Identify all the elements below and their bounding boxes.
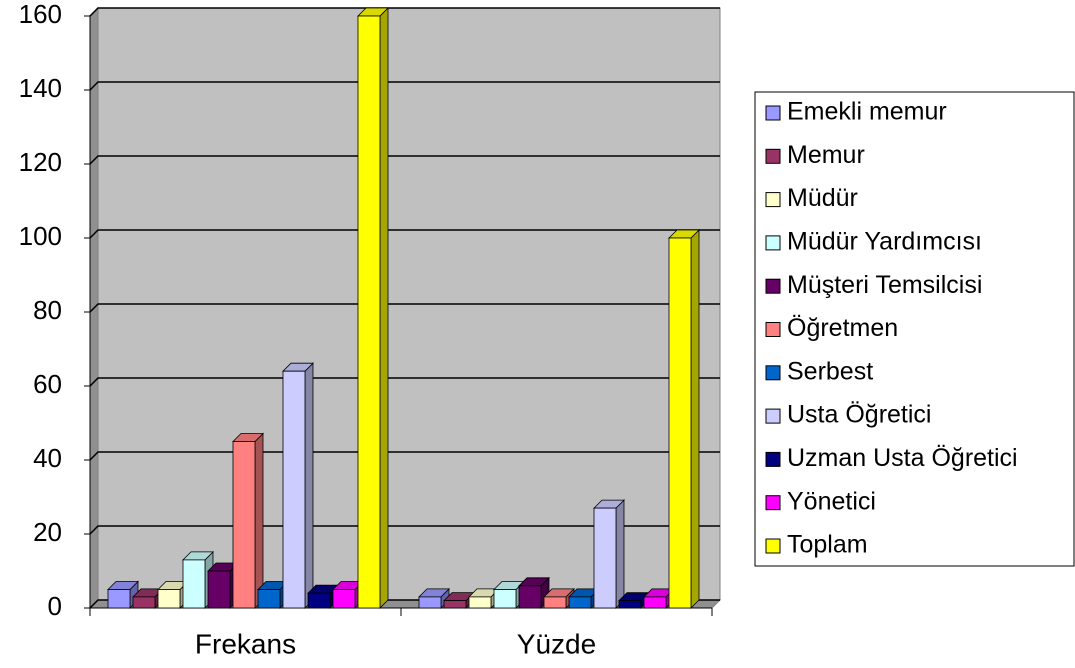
legend-label: Öğretmen <box>787 314 898 342</box>
grid-line <box>89 525 720 535</box>
y-tick-label: 0 <box>48 591 62 621</box>
bar-top-shade <box>133 588 163 597</box>
y-tick-label: 160 <box>19 0 62 29</box>
legend-label: Müdür Yardımcısı <box>787 228 982 256</box>
bar <box>443 600 467 609</box>
bar <box>232 441 256 609</box>
y-tick-label: 120 <box>19 147 62 177</box>
legend-label: Memur <box>787 141 865 169</box>
bar-side-shade <box>691 230 699 608</box>
bar <box>543 596 567 609</box>
legend-swatch <box>765 495 781 511</box>
grid-line <box>89 229 720 239</box>
grid-line <box>89 7 720 17</box>
grid-line <box>89 155 720 165</box>
legend-label: Toplam <box>787 531 868 559</box>
bar <box>643 596 667 609</box>
y-tick-label: 40 <box>33 443 62 473</box>
bar-top-shade <box>419 588 449 597</box>
bar-top-shade <box>333 581 363 590</box>
bar <box>282 370 306 609</box>
bar-top-shade <box>569 588 599 597</box>
bar-top-shade <box>233 433 263 442</box>
bar <box>182 559 206 609</box>
bar-top-shade <box>544 588 574 597</box>
legend-label: Müdür <box>787 184 858 212</box>
bar <box>593 507 617 609</box>
bar <box>107 589 131 609</box>
bar <box>518 585 542 609</box>
bar-top-shade <box>519 577 549 586</box>
grid-line <box>89 303 720 313</box>
bar-top-shade <box>469 588 499 597</box>
grid-line <box>89 451 720 461</box>
y-tick-label: 20 <box>33 517 62 547</box>
bar-top-shade <box>644 588 674 597</box>
bar <box>207 570 231 609</box>
bar-side-shade <box>441 588 449 608</box>
legend-swatch <box>765 538 781 554</box>
legend-label: Serbest <box>787 357 873 385</box>
bar-side-shade <box>305 363 313 608</box>
bar <box>157 589 181 609</box>
bar-side-shade <box>616 500 624 608</box>
bar <box>468 596 492 609</box>
y-tick-label: 100 <box>19 221 62 251</box>
legend-label: Müşteri Temsilcisi <box>787 271 982 299</box>
bar-top-shade <box>208 563 238 571</box>
bar-top-shade <box>158 581 188 590</box>
bar-top-shade <box>358 8 388 16</box>
bar <box>332 589 356 609</box>
bar-side-shade <box>255 433 263 608</box>
legend-swatch <box>765 278 781 294</box>
legend-swatch <box>765 235 781 251</box>
legend-swatch <box>765 408 781 424</box>
legend-swatch <box>765 322 781 337</box>
bar <box>307 592 331 609</box>
x-tick-label: Frekans <box>195 628 296 659</box>
legend-label: Usta Öğretici <box>787 401 931 429</box>
bar <box>568 596 592 609</box>
legend-swatch <box>765 192 781 208</box>
bar <box>618 600 642 609</box>
bar-top-shade <box>494 581 524 590</box>
bar-top-shade <box>444 592 474 601</box>
x-tick-label: Yüzde <box>517 628 596 659</box>
bar <box>493 589 517 609</box>
bar-top-shade <box>283 363 313 372</box>
bar <box>257 589 281 609</box>
legend-box <box>754 91 1075 567</box>
grid-line <box>89 81 720 91</box>
bar <box>132 596 156 609</box>
bar-side-shade <box>380 8 388 608</box>
bar <box>418 596 442 609</box>
grid-line <box>89 377 720 387</box>
y-tick-label: 80 <box>33 295 62 325</box>
bar-top-shade <box>619 592 649 601</box>
y-tick-label: 140 <box>19 73 62 103</box>
bar-top-shade <box>183 551 213 560</box>
bar-top-shade <box>108 581 138 590</box>
bar-top-shade <box>669 230 699 238</box>
bar-top-shade <box>594 500 624 509</box>
legend-swatch <box>765 105 781 121</box>
y-tick-label: 60 <box>33 369 62 399</box>
legend-swatch <box>765 451 781 467</box>
legend-swatch <box>765 148 781 164</box>
legend-swatch <box>765 365 781 381</box>
bar <box>668 237 692 609</box>
legend-label: Yönetici <box>787 487 876 515</box>
bar-top-shade <box>308 585 338 594</box>
legend-label: Emekli memur <box>787 98 947 126</box>
bar-top-shade <box>258 581 288 590</box>
bar <box>357 15 381 609</box>
legend-label: Uzman Usta Öğretici <box>787 444 1018 472</box>
